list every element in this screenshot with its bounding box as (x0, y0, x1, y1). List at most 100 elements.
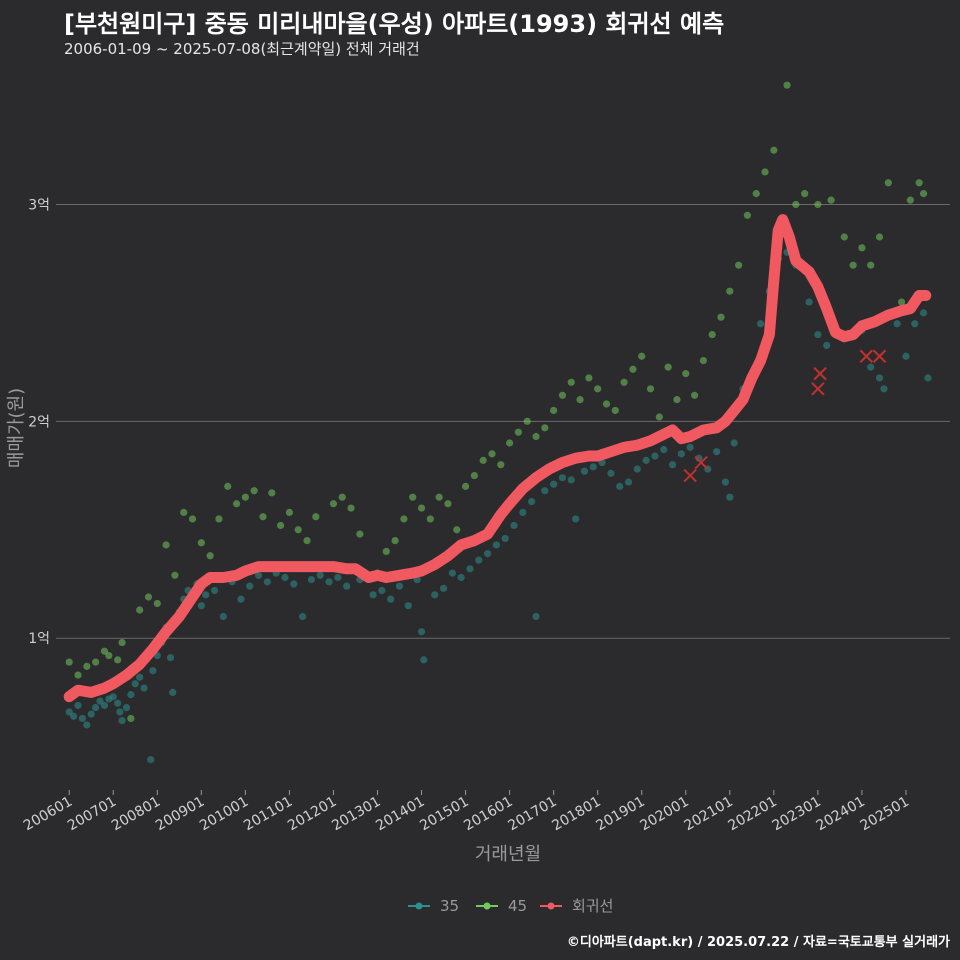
data-point-35 (607, 469, 615, 477)
data-point-45 (840, 233, 848, 241)
data-point-45 (180, 508, 188, 517)
data-point-35 (875, 374, 884, 382)
data-point-35 (457, 573, 465, 582)
data-point-35 (431, 591, 439, 599)
data-point-45 (171, 571, 179, 579)
data-point-35 (74, 701, 82, 710)
x-marker (811, 382, 825, 396)
x-tick-label: 200901 (153, 794, 207, 835)
data-point-45 (919, 190, 928, 198)
data-point-45 (576, 396, 584, 404)
data-point-45 (74, 671, 82, 679)
data-point-35 (169, 688, 177, 697)
regression-line (63, 214, 932, 703)
data-point-35 (118, 717, 126, 725)
data-point-35 (483, 550, 492, 558)
data-point-35 (404, 602, 412, 610)
data-point-35 (334, 573, 342, 582)
data-point-45 (801, 190, 809, 198)
data-point-35 (616, 482, 624, 490)
data-point-35 (237, 595, 245, 603)
data-point-45 (629, 365, 637, 373)
data-point-35 (805, 298, 813, 306)
data-point-35 (550, 480, 558, 488)
data-point-45 (241, 493, 249, 501)
data-point-35 (757, 320, 765, 328)
data-point-35 (417, 628, 426, 636)
data-point-45 (752, 190, 760, 198)
data-point-35 (299, 612, 307, 621)
data-point-35 (695, 454, 703, 462)
data-point-35 (580, 467, 589, 475)
data-point-35 (572, 515, 580, 523)
data-point-35 (109, 693, 117, 701)
x-tick-label: 200701 (65, 794, 119, 835)
data-point-35 (528, 497, 536, 506)
legend-item: 회귀선 (540, 897, 613, 915)
data-point-45 (858, 244, 866, 252)
data-point-45 (770, 146, 778, 154)
data-point-35 (448, 569, 456, 577)
data-point-45 (303, 537, 311, 545)
x-tick-label: 202301 (770, 794, 824, 835)
data-point-45 (611, 406, 619, 415)
data-point-35 (395, 582, 404, 590)
data-point-35 (263, 578, 271, 586)
data-point-45 (400, 515, 408, 523)
data-point-45 (602, 400, 611, 408)
data-point-35 (712, 448, 721, 456)
x-tick-label: 201201 (285, 794, 339, 835)
x-tick-label: 201501 (417, 794, 471, 835)
data-point-35 (369, 591, 377, 599)
data-point-45 (875, 233, 884, 241)
data-point-45 (594, 385, 602, 393)
data-point-35 (677, 450, 685, 458)
data-point-45 (294, 526, 302, 534)
data-point-35 (127, 690, 135, 699)
data-point-35 (122, 703, 131, 712)
data-point-35 (254, 571, 263, 579)
data-point-45 (506, 439, 514, 447)
data-point-45 (206, 552, 214, 560)
data-point-45 (435, 493, 443, 501)
x-markers (683, 349, 887, 483)
y-axis-label: 매매가(원) (6, 388, 27, 468)
data-point-45 (532, 432, 540, 441)
data-point-45 (827, 196, 835, 204)
x-tick-label: 202201 (726, 794, 780, 835)
data-point-45 (347, 504, 355, 512)
data-point-45 (867, 261, 875, 269)
data-point-45 (105, 651, 113, 660)
data-point-45 (426, 515, 434, 523)
data-point-35 (466, 565, 474, 573)
data-point-35 (281, 573, 289, 582)
data-point-35 (316, 571, 324, 579)
x-marker-stroke (683, 468, 697, 483)
x-axis-ticks: 2006012007012008012009012010012011012012… (21, 790, 912, 834)
data-point-45 (65, 658, 73, 666)
data-point-45 (470, 471, 478, 480)
data-point-35 (140, 684, 148, 692)
data-point-35 (70, 712, 78, 720)
data-point-35 (686, 443, 694, 451)
data-point-45 (673, 396, 681, 404)
x-tick-label: 201601 (461, 794, 515, 835)
regression-path (63, 214, 932, 703)
data-point-45 (83, 662, 91, 670)
y-tick-label: 1억 (28, 631, 50, 647)
series-45-points (65, 81, 928, 723)
data-point-45 (884, 179, 892, 187)
data-point-45 (356, 530, 364, 538)
legend-label: 45 (508, 897, 527, 915)
x-tick-label: 202401 (814, 794, 868, 835)
data-point-35 (131, 680, 139, 688)
data-point-45 (646, 385, 655, 393)
data-point-45 (708, 330, 716, 339)
data-point-45 (162, 541, 170, 549)
data-point-45 (585, 374, 593, 382)
data-point-45 (312, 513, 320, 521)
data-point-45 (259, 513, 267, 521)
data-point-45 (144, 593, 153, 601)
x-axis-label: 거래년월 (475, 844, 541, 865)
data-point-35 (510, 521, 518, 530)
